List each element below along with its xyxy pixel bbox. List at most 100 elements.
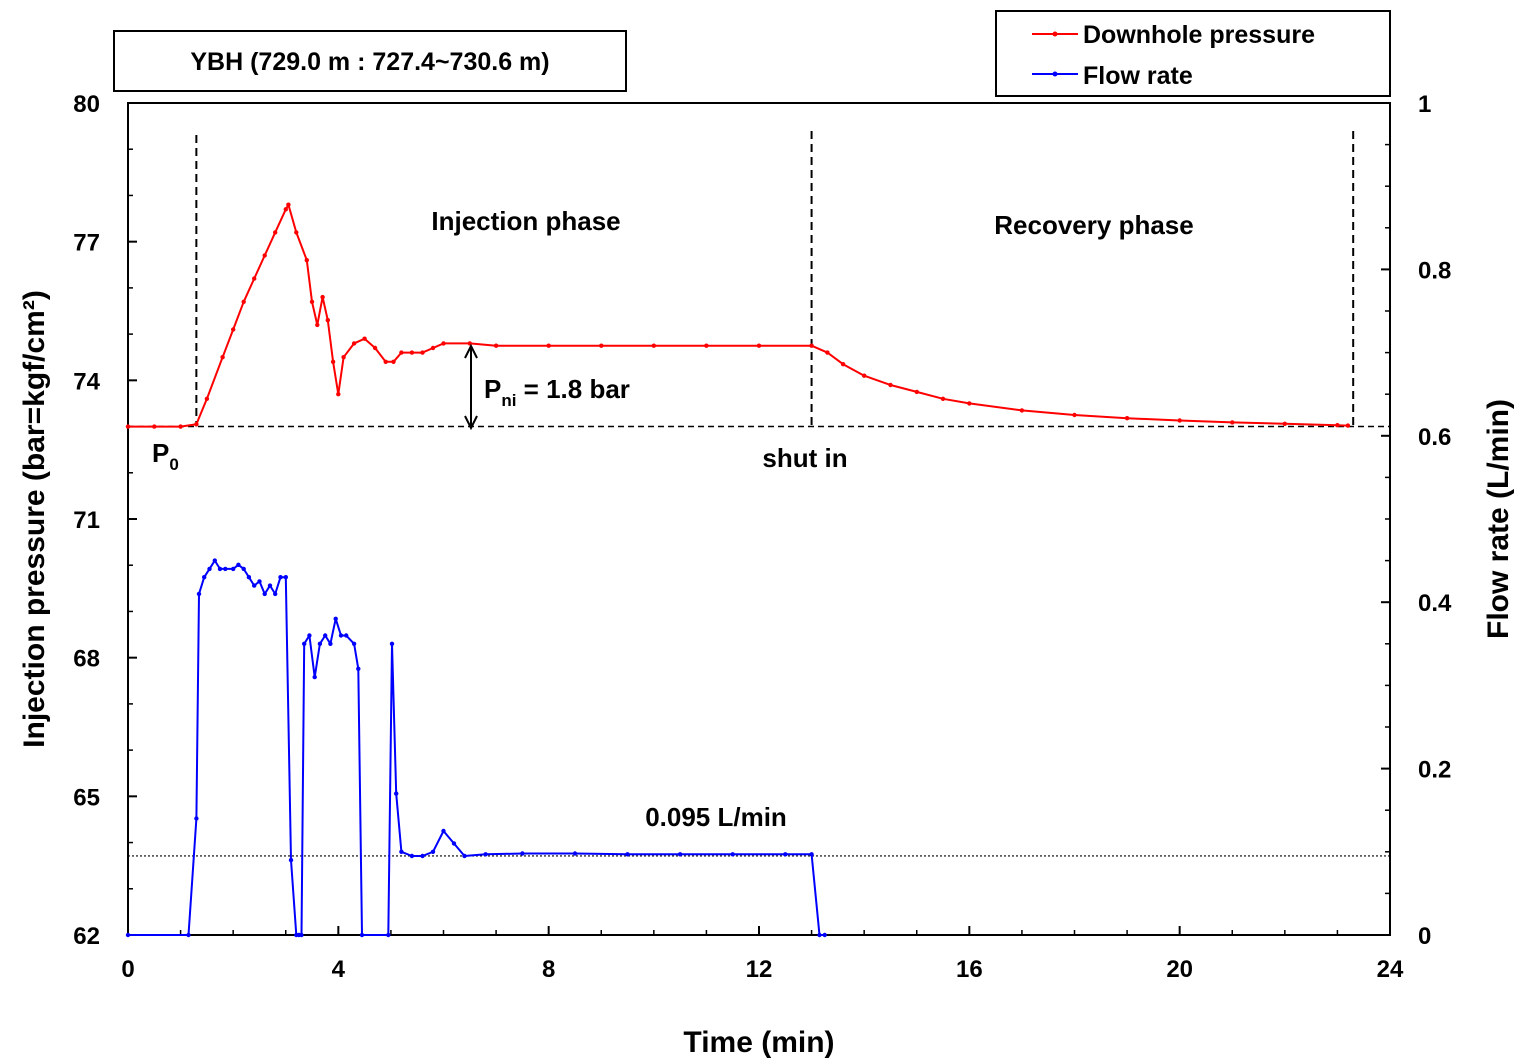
recovery-phase-label: Recovery phase (994, 210, 1193, 240)
flow-rate-point (267, 583, 273, 588)
x-axis-title: Time (min) (683, 1026, 834, 1059)
flow-rate-point (125, 932, 131, 938)
flow-rate-point (822, 932, 827, 938)
pni-main: P (484, 374, 501, 404)
flow-rate-annotation: 0.095 L/min (645, 802, 787, 832)
flow-rate-point (236, 562, 241, 567)
flow-rate-point (212, 558, 217, 563)
reference-lines (128, 131, 1390, 857)
series-layer (125, 202, 1351, 938)
downhole-pressure-point (704, 343, 709, 348)
x-tick-label: 0 (121, 956, 134, 983)
flow-rate-point (252, 583, 257, 588)
downhole-pressure-point (336, 392, 341, 397)
downhole-pressure-point (262, 253, 267, 258)
flow-rate-point (333, 616, 338, 621)
downhole-pressure-point (1019, 408, 1025, 413)
downhole-pressure-point (125, 424, 131, 429)
downhole-pressure-point (1177, 418, 1182, 423)
legend-pressure-marker (1052, 31, 1058, 37)
y-right-tick-label: 0.8 (1418, 257, 1451, 284)
downhole-pressure-point (1345, 423, 1351, 428)
downhole-pressure-point (220, 355, 225, 360)
legend: Downhole pressure Flow rate (995, 10, 1391, 97)
x-tick-label: 8 (542, 956, 555, 983)
flow-rate-point (246, 575, 252, 580)
downhole-pressure-point (372, 345, 378, 351)
pni-label: Pni = 1.8 bar (484, 374, 630, 410)
flow-rate-point (302, 641, 307, 646)
right-axis-ticks: 0 0.2 0.4 0.6 0.8 1 (1381, 91, 1452, 950)
y-left-tick-label: 65 (73, 784, 100, 811)
pni-arrow (464, 343, 478, 431)
downhole-pressure-point (315, 322, 320, 328)
x-tick-label: 20 (1166, 956, 1193, 983)
downhole-pressure-point (756, 343, 762, 348)
flow-rate-point (572, 851, 578, 856)
flow-rate-point (299, 932, 304, 938)
downhole-pressure-point (967, 401, 972, 406)
flow-rate-point (344, 633, 349, 638)
flow-rate-point (223, 566, 228, 572)
y-right-tick-label: 0.6 (1418, 424, 1451, 451)
downhole-pressure-point (809, 343, 814, 348)
flow-rate-point (520, 851, 525, 856)
x-tick-label: 12 (746, 956, 773, 983)
y-left-tick-label: 80 (73, 91, 100, 118)
downhole-pressure-point (294, 230, 299, 235)
legend-flow-label: Flow rate (1083, 62, 1193, 90)
flow-rate-point (420, 853, 425, 859)
downhole-pressure-point (241, 299, 246, 304)
p0-label: P0 (152, 438, 179, 474)
downhole-pressure-point (599, 343, 604, 348)
flow-rate-point (283, 575, 288, 580)
flow-rate-point (257, 579, 262, 584)
flow-rate-point (262, 591, 267, 597)
downhole-pressure-point (546, 343, 551, 348)
downhole-pressure-point (399, 350, 404, 355)
flow-rate-point (351, 641, 357, 646)
flow-rate-point (399, 849, 404, 854)
flow-rate-point (312, 674, 317, 680)
downhole-pressure-point (341, 355, 346, 360)
downhole-pressure-point (152, 424, 157, 429)
y-right-tick-label: 0.2 (1418, 757, 1451, 784)
flow-rate-point (409, 853, 415, 859)
downhole-pressure-point (825, 350, 830, 355)
flow-rate-point (328, 641, 333, 646)
downhole-pressure-point (252, 276, 257, 281)
downhole-pressure-point (204, 396, 210, 401)
flow-rate-point (817, 932, 822, 938)
downhole-pressure-point (320, 294, 325, 300)
flow-rate-point (288, 857, 294, 863)
flow-rate-point (677, 852, 683, 857)
y-left-tick-label: 68 (73, 646, 100, 673)
flow-rate-point (386, 932, 391, 938)
downhole-pressure-point (409, 350, 415, 355)
flow-rate-point (809, 852, 814, 857)
y-right-tick-label: 0 (1418, 923, 1431, 950)
flow-rate-point (451, 841, 457, 846)
y-left-tick-label: 74 (73, 368, 100, 395)
pni-sub: ni (501, 391, 516, 410)
flow-rate-point (394, 791, 399, 796)
downhole-pressure-point (888, 382, 893, 388)
flow-rate-point (783, 852, 788, 857)
y-left-tick-label: 62 (73, 923, 100, 950)
downhole-pressure-point (309, 299, 315, 304)
flow-rate-point (317, 641, 323, 646)
y-right-tick-label: 1 (1418, 91, 1431, 118)
flow-rate-point (356, 666, 361, 671)
downhole-pressure-point (304, 258, 309, 263)
flow-rate-point (441, 828, 446, 834)
downhole-pressure-point (383, 359, 388, 364)
downhole-pressure-point (493, 343, 499, 348)
flow-rate-point (730, 852, 735, 857)
flow-rate-point (196, 591, 202, 597)
downhole-pressure-point (420, 350, 425, 355)
downhole-pressure-point (178, 424, 183, 429)
left-axis-title: Injection pressure (bar=kgf/cm²) (18, 290, 51, 748)
legend-box (995, 10, 1391, 97)
y-left-tick-label: 71 (73, 507, 100, 534)
